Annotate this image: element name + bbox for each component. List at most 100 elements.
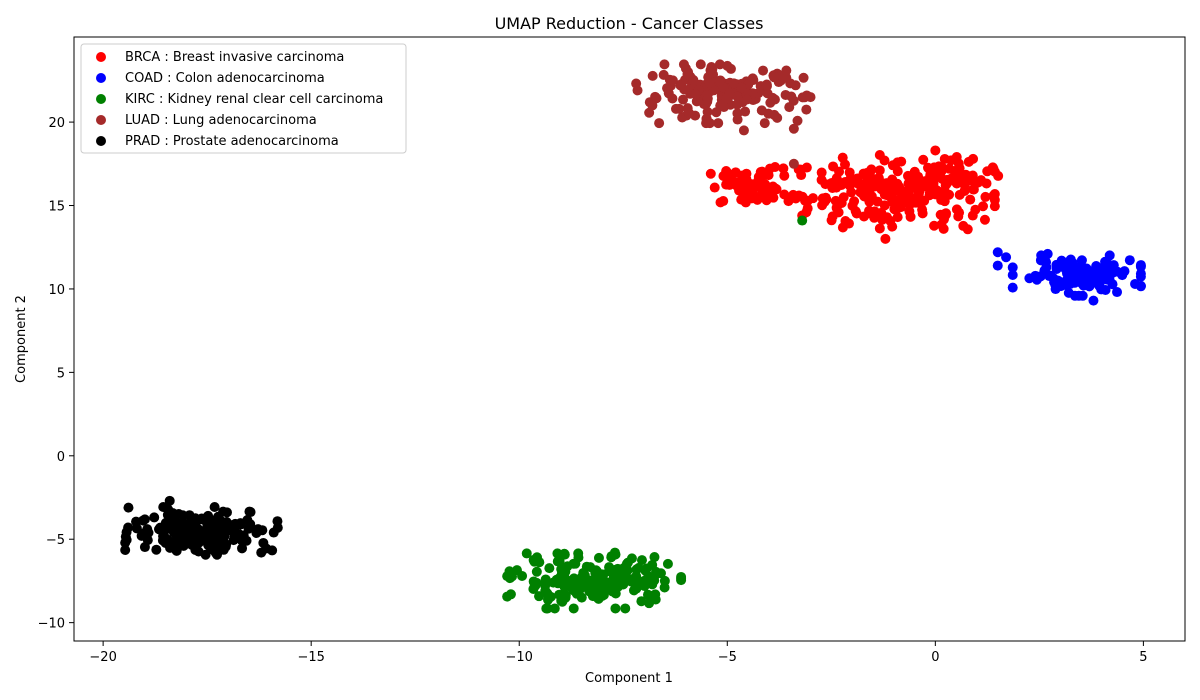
data-point (702, 93, 713, 104)
data-point (711, 107, 722, 118)
data-point (855, 187, 866, 198)
data-point (164, 495, 175, 506)
data-point (597, 574, 608, 585)
data-point (631, 583, 642, 594)
data-point (892, 157, 903, 168)
data-point (1001, 252, 1012, 263)
data-point (864, 205, 875, 216)
data-point (123, 502, 134, 513)
data-point (143, 527, 154, 538)
data-point (808, 193, 819, 204)
legend-marker-kirc (96, 94, 106, 104)
data-point (647, 70, 658, 81)
data-point (713, 118, 724, 129)
data-point (874, 165, 885, 176)
data-point (544, 563, 555, 574)
data-point (636, 596, 647, 607)
data-point (1042, 248, 1053, 259)
legend-label-brca: BRCA : Breast invasive carcinoma (125, 50, 344, 65)
data-point (221, 507, 232, 518)
data-point (557, 596, 568, 607)
data-point (836, 179, 847, 190)
data-point (798, 72, 809, 83)
data-point (865, 181, 876, 192)
x-axis-ticks: −20 −15 −10 −5 0 5 (89, 641, 1148, 665)
data-point (210, 519, 221, 530)
data-point (542, 603, 553, 614)
data-point (545, 591, 556, 602)
data-point (659, 575, 670, 586)
data-point (644, 598, 655, 609)
data-point (805, 92, 816, 103)
data-point (631, 78, 642, 89)
data-point (905, 211, 916, 222)
data-point (721, 166, 732, 177)
data-point (924, 187, 935, 198)
data-point (954, 163, 965, 174)
data-point (676, 575, 687, 586)
data-point (667, 75, 678, 86)
data-point (839, 159, 850, 170)
data-point (588, 586, 599, 597)
data-point (715, 75, 726, 86)
data-point (598, 588, 609, 599)
data-point (575, 573, 586, 584)
data-point (784, 102, 795, 113)
data-point (831, 202, 842, 213)
data-point (954, 207, 965, 218)
x-tick-label: −5 (718, 650, 737, 665)
data-point (780, 89, 791, 100)
legend-marker-brca (96, 52, 106, 62)
series-kirc (502, 215, 808, 614)
data-point (965, 194, 976, 205)
data-point (988, 190, 999, 201)
data-point (801, 207, 812, 218)
data-point (612, 568, 623, 579)
data-point (581, 561, 592, 572)
data-point (221, 520, 232, 531)
data-point (678, 94, 689, 105)
data-point (1065, 255, 1076, 266)
data-point (1130, 278, 1141, 289)
data-point (1112, 287, 1123, 298)
data-point (1108, 260, 1119, 271)
data-point (684, 108, 695, 119)
x-tick-label: −15 (297, 650, 324, 665)
legend: BRCA : Breast invasive carcinoma COAD : … (80, 43, 407, 154)
y-axis-ticks: −10 −5 0 5 10 15 20 (38, 116, 74, 632)
legend-label-prad: PRAD : Prostate adenocarcinoma (125, 134, 339, 149)
data-point (715, 197, 726, 208)
data-point (951, 177, 962, 188)
y-tick-label: 15 (48, 200, 65, 215)
data-point (620, 603, 631, 614)
data-point (721, 93, 732, 104)
data-point (559, 548, 570, 559)
data-point (149, 512, 160, 523)
data-point (539, 578, 550, 589)
data-point (869, 212, 880, 223)
data-point (844, 167, 855, 178)
data-point (871, 174, 882, 185)
data-point (850, 206, 861, 217)
data-point (1076, 267, 1087, 278)
data-point (531, 566, 542, 577)
series-luad (631, 59, 816, 169)
data-point (650, 589, 661, 600)
x-tick-label: 5 (1139, 650, 1147, 665)
data-point (738, 125, 749, 136)
data-point (904, 183, 915, 194)
data-point (736, 82, 747, 93)
data-point (872, 196, 883, 207)
data-point (1007, 262, 1018, 273)
data-point (993, 170, 1004, 181)
y-tick-label: 5 (57, 366, 65, 381)
data-point (929, 162, 940, 173)
data-point (1031, 274, 1042, 285)
data-point (647, 559, 658, 570)
data-point (1076, 255, 1087, 266)
data-point (741, 94, 752, 105)
data-point (704, 78, 715, 89)
data-point (763, 186, 774, 197)
y-tick-label: 0 (57, 450, 65, 465)
data-point (607, 576, 618, 587)
